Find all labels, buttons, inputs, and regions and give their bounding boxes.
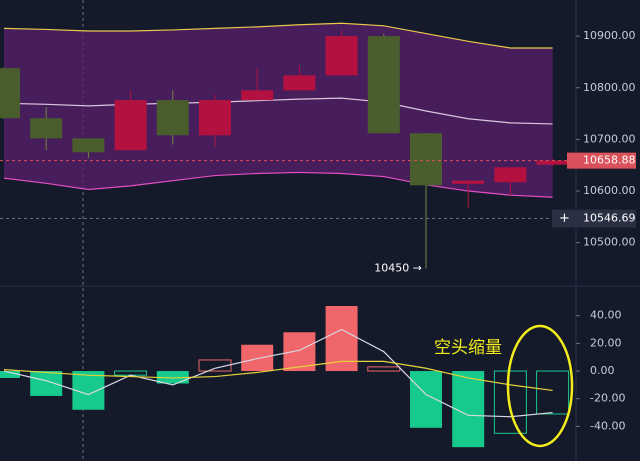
y-tick-label: -20.00 — [590, 392, 625, 405]
histogram-bar — [536, 370, 570, 415]
y-tick-label: 10600.00 — [583, 184, 636, 197]
candle-body — [494, 167, 527, 183]
histogram-bar — [367, 366, 401, 372]
candle-body — [0, 68, 20, 119]
candle-body — [156, 100, 189, 136]
candle-body — [114, 100, 147, 151]
band-line — [3, 97, 553, 125]
y-tick-label: 20.00 — [590, 336, 622, 349]
candle-body — [241, 90, 274, 101]
histogram-bar — [30, 371, 63, 396]
histogram-bar — [283, 332, 316, 372]
candle-body — [325, 36, 358, 76]
y-tick-label: -40.00 — [590, 419, 625, 432]
histogram-bar — [452, 371, 485, 448]
candle-body — [199, 100, 231, 136]
y-tick-label: 10900.00 — [583, 29, 636, 42]
y-tick-label: 10500.00 — [583, 236, 636, 249]
y-tick-label: 0.00 — [590, 364, 615, 377]
low-annotation: 10450 → — [374, 261, 422, 274]
candle-body — [452, 180, 485, 184]
histogram-bar — [0, 371, 20, 378]
band-line — [3, 22, 553, 49]
candle-body — [283, 75, 316, 91]
candle-body — [30, 118, 63, 139]
indicator-line — [3, 360, 553, 392]
y-tick-label: 10700.00 — [583, 132, 636, 145]
highlight-ellipse — [506, 324, 574, 448]
last-price-label: 10658.88 — [583, 154, 636, 167]
histogram-bar — [325, 305, 358, 372]
crosshair-box — [552, 209, 636, 228]
histogram-bar — [198, 359, 232, 372]
crosshair-price-label: 10546.69 — [583, 212, 636, 225]
y-tick-label: 10800.00 — [583, 81, 636, 94]
y-tick-label: 40.00 — [590, 309, 622, 322]
last-price-box — [567, 152, 636, 169]
candle-body — [72, 138, 105, 153]
candle-body — [536, 160, 569, 165]
candle-body — [410, 133, 442, 186]
band-line — [3, 171, 553, 198]
histogram-bar — [241, 344, 274, 372]
band-fill — [4, 23, 553, 198]
indicator-line — [3, 328, 553, 418]
histogram-bar — [493, 370, 527, 434]
candle-body — [367, 36, 400, 134]
annotation: 空头缩量 — [434, 338, 502, 358]
crosshair-plus: + — [559, 211, 570, 226]
histogram-bar — [156, 371, 189, 384]
histogram-bar — [72, 371, 105, 410]
